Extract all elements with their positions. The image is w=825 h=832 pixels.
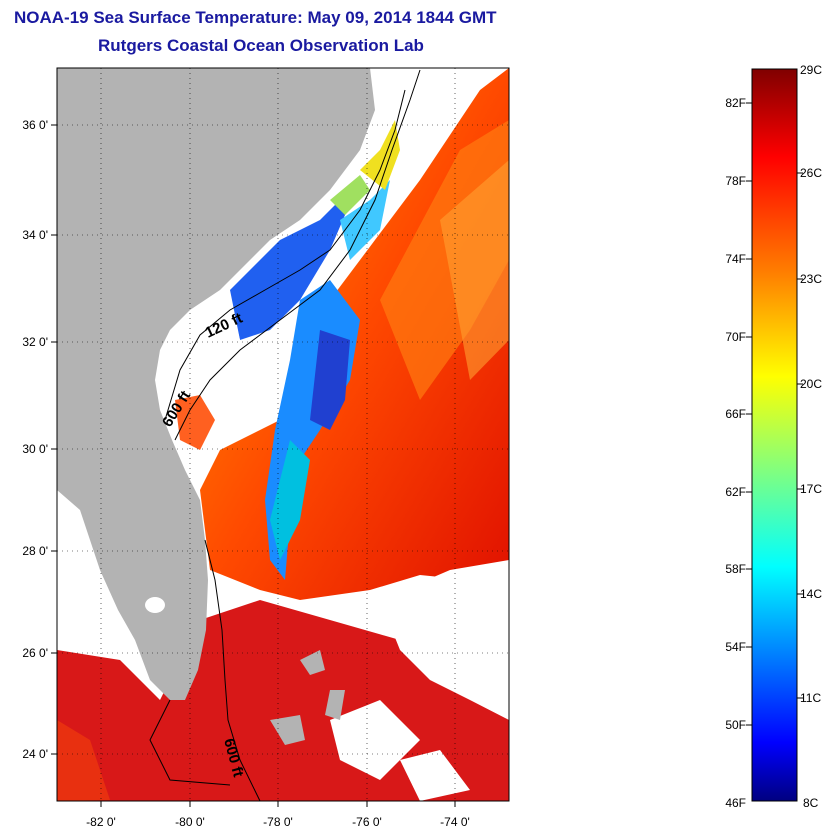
lat-label: 26 0' [22, 646, 48, 660]
map-panel: 120 ft 600 ft 600 ft [57, 68, 509, 801]
colorbar-f-label: 50F [725, 718, 746, 732]
colorbar-f-label: 54F [725, 640, 746, 654]
colorbar-c-label: 17C [800, 482, 822, 496]
colorbar-f-label: 70F [725, 330, 746, 344]
contour-120ft [164, 89, 406, 421]
lon-label: -80 0' [175, 815, 205, 829]
land-mainland [57, 68, 375, 700]
colorbar-ticks [746, 102, 803, 726]
colorbar-c-label: 29C [800, 63, 822, 77]
colorbar-c-label: 14C [800, 587, 822, 601]
land-bahamas [270, 650, 345, 745]
lat-label: 36 0' [22, 118, 48, 132]
cool-shelf-water [230, 180, 360, 340]
map-subtitle: Rutgers Coastal Ocean Observation Lab [98, 36, 424, 55]
colorbar-c-label: 26C [800, 166, 822, 180]
colorbar-fahrenheit-labels: 82F 78F 74F 70F 66F 62F 58F 54F 50F 46F [725, 96, 746, 810]
map-gridlines [57, 68, 509, 801]
colorbar-f-label: 82F [725, 96, 746, 110]
lat-label: 24 0' [22, 747, 48, 761]
colorbar-f-label: 74F [725, 252, 746, 266]
lon-label: -78 0' [263, 815, 293, 829]
map-ticks [51, 124, 456, 807]
lat-labels: 24 0' 26 0' 28 0' 30 0' 32 0' 34 0' 36 0… [22, 118, 48, 761]
colorbar-f-label: 66F [725, 407, 746, 421]
colorbar [751, 68, 798, 802]
colorbar-c-label: 20C [800, 377, 822, 391]
lon-label: -76 0' [352, 815, 382, 829]
colorbar-celsius-labels: 29C 26C 23C 20C 17C 14C 11C 8C [800, 63, 822, 810]
lat-label: 32 0' [22, 335, 48, 349]
lon-label: -82 0' [86, 815, 116, 829]
lat-label: 28 0' [22, 544, 48, 558]
colorbar-f-label: 58F [725, 562, 746, 576]
colorbar-f-label: 46F [725, 796, 746, 810]
colorbar-c-label: 8C [803, 796, 819, 810]
map-title: NOAA-19 Sea Surface Temperature: May 09,… [14, 8, 497, 27]
lon-labels: -82 0' -80 0' -78 0' -76 0' -74 0' [86, 815, 470, 829]
contour-600ft [174, 69, 421, 441]
colorbar-f-label: 78F [725, 174, 746, 188]
colorbar-c-label: 23C [800, 272, 822, 286]
map-frame [56, 67, 510, 802]
lat-label: 30 0' [22, 442, 48, 456]
colorbar-f-label: 62F [725, 485, 746, 499]
colorbar-c-label: 11C [800, 691, 821, 705]
lon-label: -74 0' [440, 815, 470, 829]
lat-label: 34 0' [22, 228, 48, 242]
